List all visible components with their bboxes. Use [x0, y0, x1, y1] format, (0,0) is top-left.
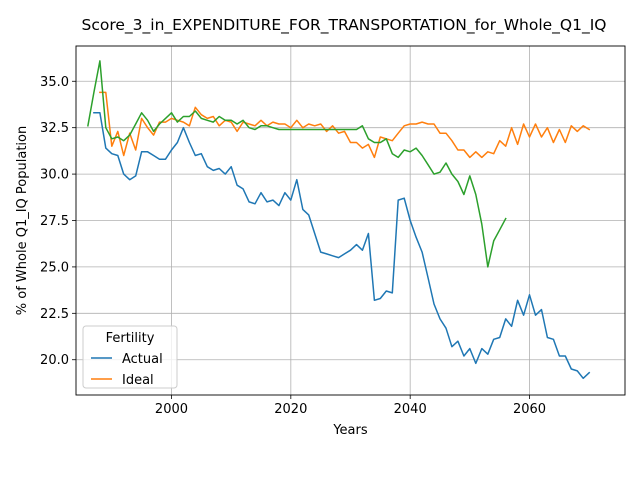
- legend-box: [82, 325, 178, 389]
- x-tick-label: 2060: [513, 402, 546, 417]
- y-tick-label: 35.0: [40, 75, 69, 90]
- legend-title: Fertility: [106, 331, 155, 346]
- y-tick-label: 22.5: [40, 307, 69, 322]
- x-tick-label: 2040: [394, 402, 427, 417]
- series-lines: [87, 60, 591, 380]
- x-axis-label: Years: [332, 423, 368, 438]
- y-tick-label: 32.5: [40, 121, 69, 136]
- x-tick-label: 2020: [274, 402, 307, 417]
- y-tick-label: 20.0: [40, 353, 69, 368]
- y-axis-label: % of Whole Q1_IQ Population: [15, 126, 30, 315]
- y-tick-label: 25.0: [40, 260, 69, 275]
- x-tick-label: 2000: [155, 402, 188, 417]
- series-line-ideal: [99, 91, 591, 159]
- series-line-actual: [93, 112, 591, 380]
- axis-ticks: 2000 2020 2040 2060 20.0 22.5 25.0 27.5 30.0 32.5…: [40, 75, 546, 417]
- legend-label-ideal: Ideal: [122, 373, 154, 388]
- y-tick-label: 27.5: [40, 214, 69, 229]
- chart-title: Score_3_in_EXPENDITURE_FOR_TRANSPORTATIO…: [81, 16, 606, 35]
- y-tick-label: 30.0: [40, 168, 69, 183]
- legend: Fertility Actual Ideal: [82, 325, 178, 389]
- legend-label-actual: Actual: [122, 352, 163, 367]
- series-line-sterile: [87, 60, 507, 268]
